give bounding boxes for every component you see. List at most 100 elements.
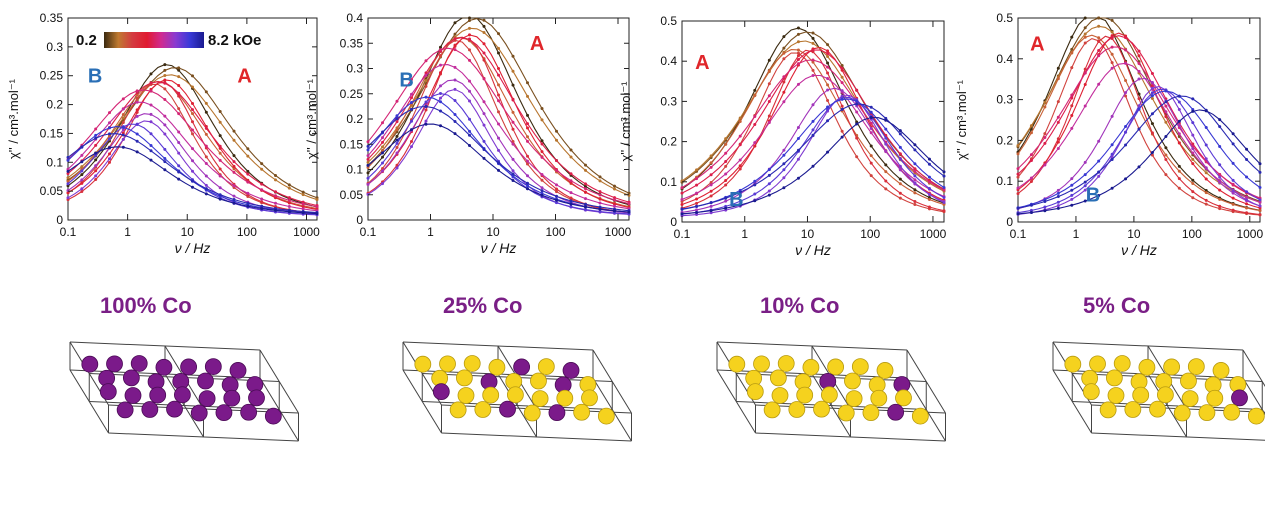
data-point xyxy=(898,152,902,156)
host-atom xyxy=(1089,355,1106,373)
data-point xyxy=(598,190,602,194)
host-atom xyxy=(827,358,845,376)
host-atom xyxy=(837,404,855,422)
data-point xyxy=(767,168,771,172)
data-point xyxy=(218,134,222,138)
data-point xyxy=(796,57,800,61)
host-atom xyxy=(802,358,820,376)
data-point xyxy=(381,136,384,140)
data-point xyxy=(1043,199,1047,203)
data-point xyxy=(439,100,442,104)
data-point xyxy=(468,58,471,62)
data-point xyxy=(898,182,902,186)
data-point xyxy=(1245,175,1249,179)
data-point xyxy=(1177,186,1181,190)
data-point xyxy=(1231,132,1235,136)
y-tick-label: 0.05 xyxy=(340,188,364,202)
y-tick-label: 0.35 xyxy=(40,11,64,25)
data-point xyxy=(1137,54,1141,58)
y-tick-label: 0.3 xyxy=(46,40,63,54)
data-point xyxy=(301,205,305,209)
host-atom xyxy=(1124,401,1142,418)
data-point xyxy=(274,201,277,205)
data-point xyxy=(511,174,515,178)
data-point xyxy=(204,144,208,148)
data-point xyxy=(555,138,558,142)
data-point xyxy=(1097,39,1101,43)
host-atom xyxy=(844,372,861,390)
data-point xyxy=(1016,206,1020,210)
data-point xyxy=(135,150,139,154)
lattice-title: 100% Co xyxy=(100,293,192,318)
data-point xyxy=(540,142,544,146)
data-point xyxy=(680,197,684,201)
host-atom xyxy=(1064,355,1082,373)
data-point xyxy=(108,152,111,156)
data-point xyxy=(1231,191,1235,195)
data-point xyxy=(709,201,713,205)
data-point xyxy=(927,193,931,197)
data-point xyxy=(1191,196,1195,200)
data-point xyxy=(811,128,815,132)
data-point xyxy=(149,158,153,162)
data-point xyxy=(1070,35,1074,39)
x-tick-label: 1 xyxy=(427,225,434,239)
data-point xyxy=(135,89,139,93)
data-point xyxy=(884,127,888,131)
data-point xyxy=(869,154,873,158)
series-line xyxy=(1017,25,1261,203)
series-curves xyxy=(66,63,319,217)
data-point xyxy=(584,168,587,172)
data-point xyxy=(1137,97,1141,101)
data-point xyxy=(482,123,486,127)
data-point xyxy=(1124,78,1128,82)
data-point xyxy=(1231,182,1235,186)
data-point xyxy=(232,184,236,188)
data-point xyxy=(584,197,587,201)
data-point xyxy=(424,71,428,75)
data-point xyxy=(1245,195,1249,199)
x-tick-label: 0.1 xyxy=(60,225,77,239)
data-point xyxy=(1056,204,1060,208)
data-point xyxy=(468,89,471,93)
data-point xyxy=(1016,212,1020,216)
data-point xyxy=(526,174,529,178)
data-point xyxy=(695,204,699,208)
co-atom xyxy=(248,389,265,407)
charts: 00.050.10.150.20.250.30.350.1 1 10 100 1000ν… xyxy=(6,11,1263,258)
data-point xyxy=(191,132,194,136)
data-point xyxy=(680,212,684,216)
data-point xyxy=(424,84,428,88)
data-point xyxy=(381,121,384,125)
data-point xyxy=(246,172,250,176)
data-point xyxy=(287,210,291,214)
data-point xyxy=(796,48,800,52)
data-point xyxy=(898,196,902,200)
data-point xyxy=(287,196,291,200)
data-point xyxy=(738,167,742,171)
data-point xyxy=(796,157,800,161)
data-point xyxy=(177,177,181,181)
data-point xyxy=(1191,133,1195,137)
data-point xyxy=(884,187,888,191)
data-point xyxy=(163,63,167,67)
data-point xyxy=(315,198,319,202)
data-point xyxy=(1124,91,1128,95)
data-point xyxy=(927,198,931,202)
data-point xyxy=(191,101,194,105)
y-tick-label: 0.4 xyxy=(660,54,677,68)
data-point xyxy=(1110,158,1114,162)
data-point xyxy=(753,88,757,92)
data-point xyxy=(482,58,486,62)
data-point xyxy=(1056,77,1060,81)
data-point xyxy=(724,151,728,155)
y-tick-label: 0 xyxy=(670,215,677,229)
data-point xyxy=(526,162,529,166)
data-point xyxy=(753,179,757,183)
data-point xyxy=(811,164,815,168)
data-point xyxy=(855,122,859,126)
chart-2: 0 0.05 0.1 0.15 0.2 0.25 0.3 0.35 0.4 0.1 1 10 100 10… xyxy=(304,11,632,256)
data-point xyxy=(884,170,888,174)
data-point xyxy=(511,157,515,161)
